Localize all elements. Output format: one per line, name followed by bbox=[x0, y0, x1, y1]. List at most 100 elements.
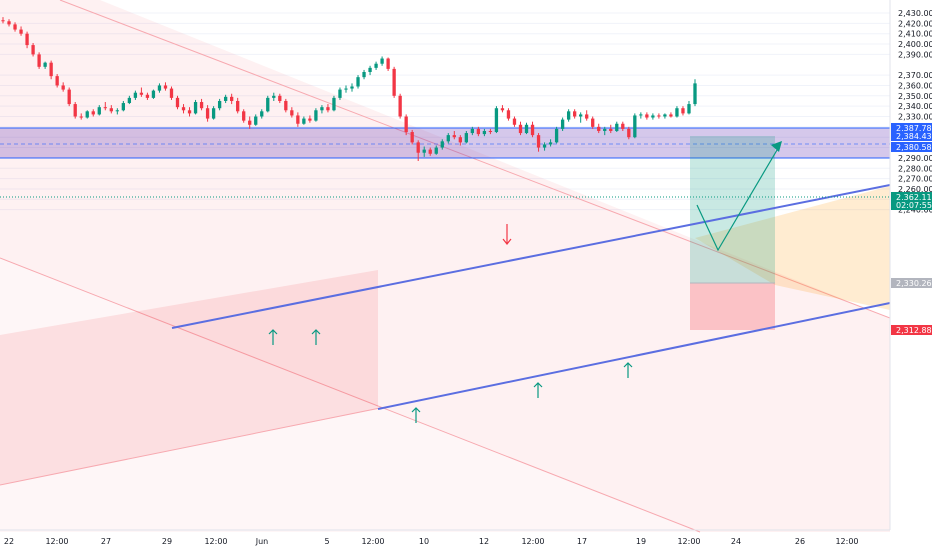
ascending-channel-top-line[interactable] bbox=[171, 184, 891, 329]
candle-body[interactable] bbox=[362, 71, 366, 78]
candle-body[interactable] bbox=[73, 104, 77, 117]
candle-body[interactable] bbox=[320, 107, 324, 111]
candle-body[interactable] bbox=[181, 107, 186, 111]
long-position-stop-zone[interactable] bbox=[690, 283, 775, 330]
candle-body[interactable] bbox=[392, 68, 396, 96]
candle-body[interactable] bbox=[464, 133, 468, 143]
candle-body[interactable] bbox=[609, 128, 613, 131]
candle-body[interactable] bbox=[687, 104, 691, 114]
candle-body[interactable] bbox=[338, 89, 342, 98]
candle-body[interactable] bbox=[103, 107, 107, 109]
candle-body[interactable] bbox=[350, 86, 354, 89]
candle-body[interactable] bbox=[476, 128, 481, 135]
candle-body[interactable] bbox=[548, 142, 553, 145]
candle-body[interactable] bbox=[67, 89, 71, 105]
candle-body[interactable] bbox=[97, 107, 101, 115]
price-tag[interactable] bbox=[891, 192, 932, 202]
candle-body[interactable] bbox=[205, 108, 210, 119]
candle-body[interactable] bbox=[404, 116, 408, 133]
candle-body[interactable] bbox=[332, 97, 336, 111]
candle-body[interactable] bbox=[615, 123, 619, 131]
candle-body[interactable] bbox=[380, 58, 384, 64]
candle-body[interactable] bbox=[651, 115, 655, 118]
candle-body[interactable] bbox=[193, 102, 198, 114]
candle-body[interactable] bbox=[236, 100, 240, 112]
candle-body[interactable] bbox=[560, 119, 565, 129]
candle-body[interactable] bbox=[458, 137, 462, 143]
candle-body[interactable] bbox=[681, 108, 685, 114]
candle-body[interactable] bbox=[452, 135, 456, 138]
candle-body[interactable] bbox=[217, 100, 222, 109]
candle-body[interactable] bbox=[566, 111, 571, 120]
candle-body[interactable] bbox=[133, 92, 138, 98]
candle-body[interactable] bbox=[585, 114, 589, 119]
candle-body[interactable] bbox=[440, 141, 444, 148]
candle-body[interactable] bbox=[597, 126, 601, 131]
candle-body[interactable] bbox=[37, 54, 41, 67]
candle-body[interactable] bbox=[524, 124, 529, 134]
candle-body[interactable] bbox=[621, 123, 625, 129]
candle-body[interactable] bbox=[500, 108, 505, 111]
candle-body[interactable] bbox=[55, 76, 59, 86]
candle-body[interactable] bbox=[314, 110, 318, 121]
candle-body[interactable] bbox=[657, 115, 661, 117]
candle-body[interactable] bbox=[199, 102, 204, 109]
candle-body[interactable] bbox=[1, 20, 5, 22]
candle-body[interactable] bbox=[675, 108, 679, 117]
candle-body[interactable] bbox=[248, 120, 252, 125]
candle-body[interactable] bbox=[554, 128, 559, 143]
candle-body[interactable] bbox=[43, 62, 47, 67]
candle-body[interactable] bbox=[85, 111, 89, 118]
candle-body[interactable] bbox=[49, 62, 53, 77]
candle-body[interactable] bbox=[386, 58, 390, 69]
candle-body[interactable] bbox=[434, 147, 438, 154]
candle-body[interactable] bbox=[187, 110, 192, 114]
candle-body[interactable] bbox=[266, 97, 270, 112]
candle-body[interactable] bbox=[157, 85, 162, 91]
candle-body[interactable] bbox=[121, 103, 126, 111]
candle-body[interactable] bbox=[416, 142, 420, 153]
candle-body[interactable] bbox=[494, 108, 499, 133]
candle-body[interactable] bbox=[169, 88, 174, 98]
candle-body[interactable] bbox=[302, 118, 306, 124]
candle-body[interactable] bbox=[572, 111, 577, 117]
candle-body[interactable] bbox=[79, 116, 83, 118]
long-position-target-zone[interactable] bbox=[690, 136, 775, 283]
projection-path[interactable] bbox=[696, 144, 781, 252]
candle-body[interactable] bbox=[693, 83, 697, 105]
candle-body[interactable] bbox=[645, 114, 649, 118]
candle-body[interactable] bbox=[109, 108, 113, 112]
candle-body[interactable] bbox=[470, 128, 475, 134]
candle-body[interactable] bbox=[223, 96, 228, 101]
candle-body[interactable] bbox=[175, 97, 180, 108]
candle-body[interactable] bbox=[61, 85, 65, 90]
candle-body[interactable] bbox=[242, 111, 246, 121]
candle-body[interactable] bbox=[356, 77, 360, 87]
resistance-zone[interactable] bbox=[0, 128, 890, 158]
candle-body[interactable] bbox=[669, 114, 673, 117]
candle-body[interactable] bbox=[254, 116, 258, 125]
price-tag[interactable] bbox=[891, 325, 932, 335]
candle-body[interactable] bbox=[7, 21, 11, 25]
candle-body[interactable] bbox=[579, 114, 583, 117]
candle-body[interactable] bbox=[145, 94, 150, 98]
candle-body[interactable] bbox=[31, 45, 35, 55]
candle-body[interactable] bbox=[115, 110, 119, 112]
candle-body[interactable] bbox=[25, 33, 29, 46]
candle-body[interactable] bbox=[230, 96, 234, 101]
candle-body[interactable] bbox=[163, 85, 168, 89]
candle-body[interactable] bbox=[278, 95, 282, 101]
candle-body[interactable] bbox=[530, 124, 535, 136]
candle-body[interactable] bbox=[603, 128, 607, 131]
candle-body[interactable] bbox=[422, 149, 426, 153]
candle-body[interactable] bbox=[290, 110, 294, 116]
ascending-channel-bottom-line[interactable] bbox=[377, 302, 891, 410]
candle-body[interactable] bbox=[91, 111, 95, 115]
candle-body[interactable] bbox=[663, 114, 667, 117]
candle-body[interactable] bbox=[639, 114, 643, 116]
candle-body[interactable] bbox=[260, 111, 264, 117]
candle-body[interactable] bbox=[446, 135, 450, 142]
candle-body[interactable] bbox=[326, 107, 330, 111]
candle-body[interactable] bbox=[536, 135, 541, 148]
candle-body[interactable] bbox=[398, 95, 402, 117]
